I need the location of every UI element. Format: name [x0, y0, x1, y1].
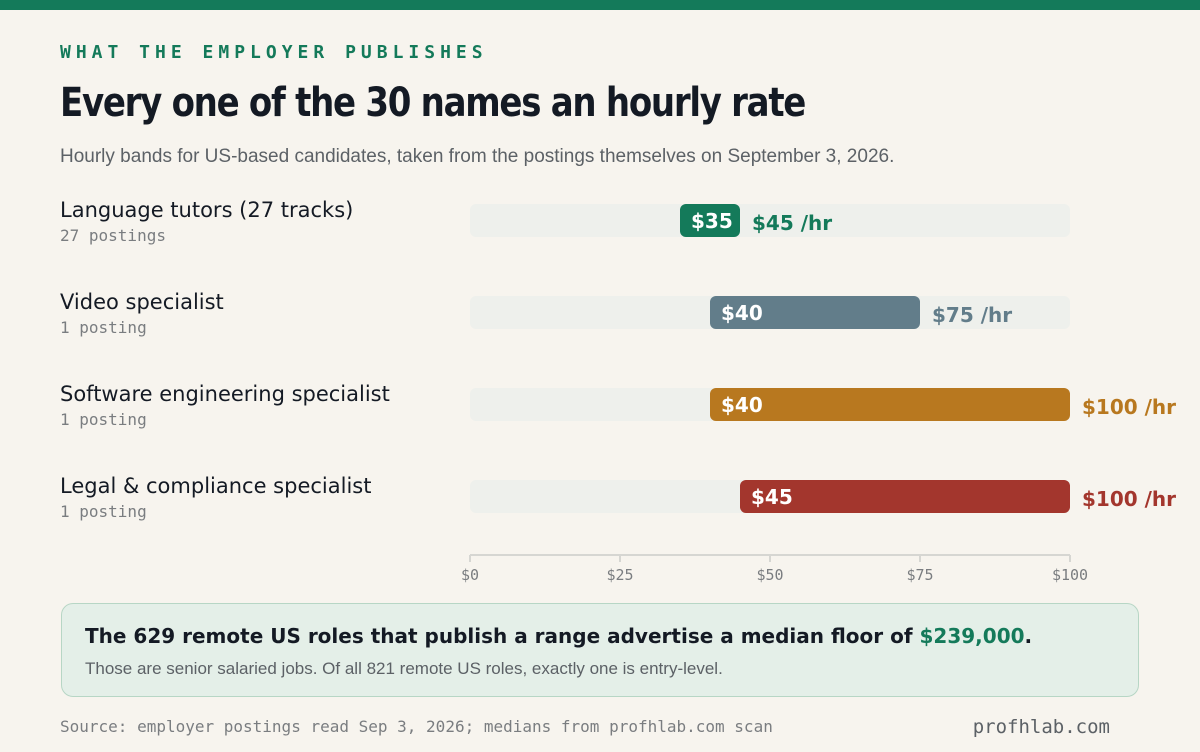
- row-label-software-engineering: Software engineering specialist: [60, 382, 390, 406]
- row-count-software-engineering: 1 posting: [60, 410, 147, 429]
- row-label-video-specialist: Video specialist: [60, 290, 224, 314]
- callout-headline-end: .: [1024, 624, 1033, 648]
- brand-link[interactable]: profhlab.com: [972, 716, 1110, 738]
- range-bar-chart: $35 $45 /hr $40 $75 /hr $40 $100 /hr $45 $100 /…: [461, 204, 1176, 584]
- range-bar-software-engineering-specialist: [710, 388, 1070, 421]
- row-label-language-tutors: Language tutors (27 tracks): [60, 198, 354, 222]
- x-tick-label: $0: [461, 566, 479, 584]
- high-value-label-legal-compliance-specialist: $100 /hr: [1082, 487, 1176, 511]
- x-tick-label: $25: [606, 566, 633, 584]
- chart-subtitle: Hourly bands for US-based candidates, ta…: [60, 146, 895, 167]
- callout-note: Those are senior salaried jobs. Of all 8…: [85, 659, 723, 678]
- low-value-label-video-specialist: $40: [721, 301, 763, 325]
- callout-median-value: $239,000: [919, 624, 1025, 648]
- top-accent-bar: [0, 0, 1200, 10]
- row-count-video-specialist: 1 posting: [60, 318, 147, 337]
- low-value-label-software-engineering-specialist: $40: [721, 393, 763, 417]
- callout-headline: The 629 remote US roles that publish a r…: [85, 624, 1032, 648]
- bar-track-language-tutors-27-tracks: [470, 204, 1070, 237]
- low-value-label-legal-compliance-specialist: $45: [751, 485, 793, 509]
- x-tick-label: $100: [1052, 566, 1088, 584]
- chart-title: Every one of the 30 names an hourly rate: [60, 80, 806, 126]
- row-count-legal-compliance: 1 posting: [60, 502, 147, 521]
- high-value-label-software-engineering-specialist: $100 /hr: [1082, 395, 1176, 419]
- row-label-legal-compliance: Legal & compliance specialist: [60, 474, 372, 498]
- range-bar-language-tutors-27-tracks: [680, 204, 740, 237]
- high-value-label-language-tutors-27-tracks: $45 /hr: [752, 211, 832, 235]
- x-tick-label: $75: [906, 566, 933, 584]
- range-bar-legal-compliance-specialist: [740, 480, 1070, 513]
- range-bar-video-specialist: [710, 296, 920, 329]
- low-value-label-language-tutors-27-tracks: $35: [691, 209, 733, 233]
- x-tick-label: $50: [756, 566, 783, 584]
- source-note: Source: employer postings read Sep 3, 20…: [60, 717, 773, 736]
- median-floor-callout: The 629 remote US roles that publish a r…: [61, 603, 1139, 697]
- high-value-label-video-specialist: $75 /hr: [932, 303, 1012, 327]
- eyebrow-label: WHAT THE EMPLOYER PUBLISHES: [60, 42, 488, 63]
- callout-headline-text: The 629 remote US roles that publish a r…: [85, 624, 920, 648]
- row-count-language-tutors: 27 postings: [60, 226, 166, 245]
